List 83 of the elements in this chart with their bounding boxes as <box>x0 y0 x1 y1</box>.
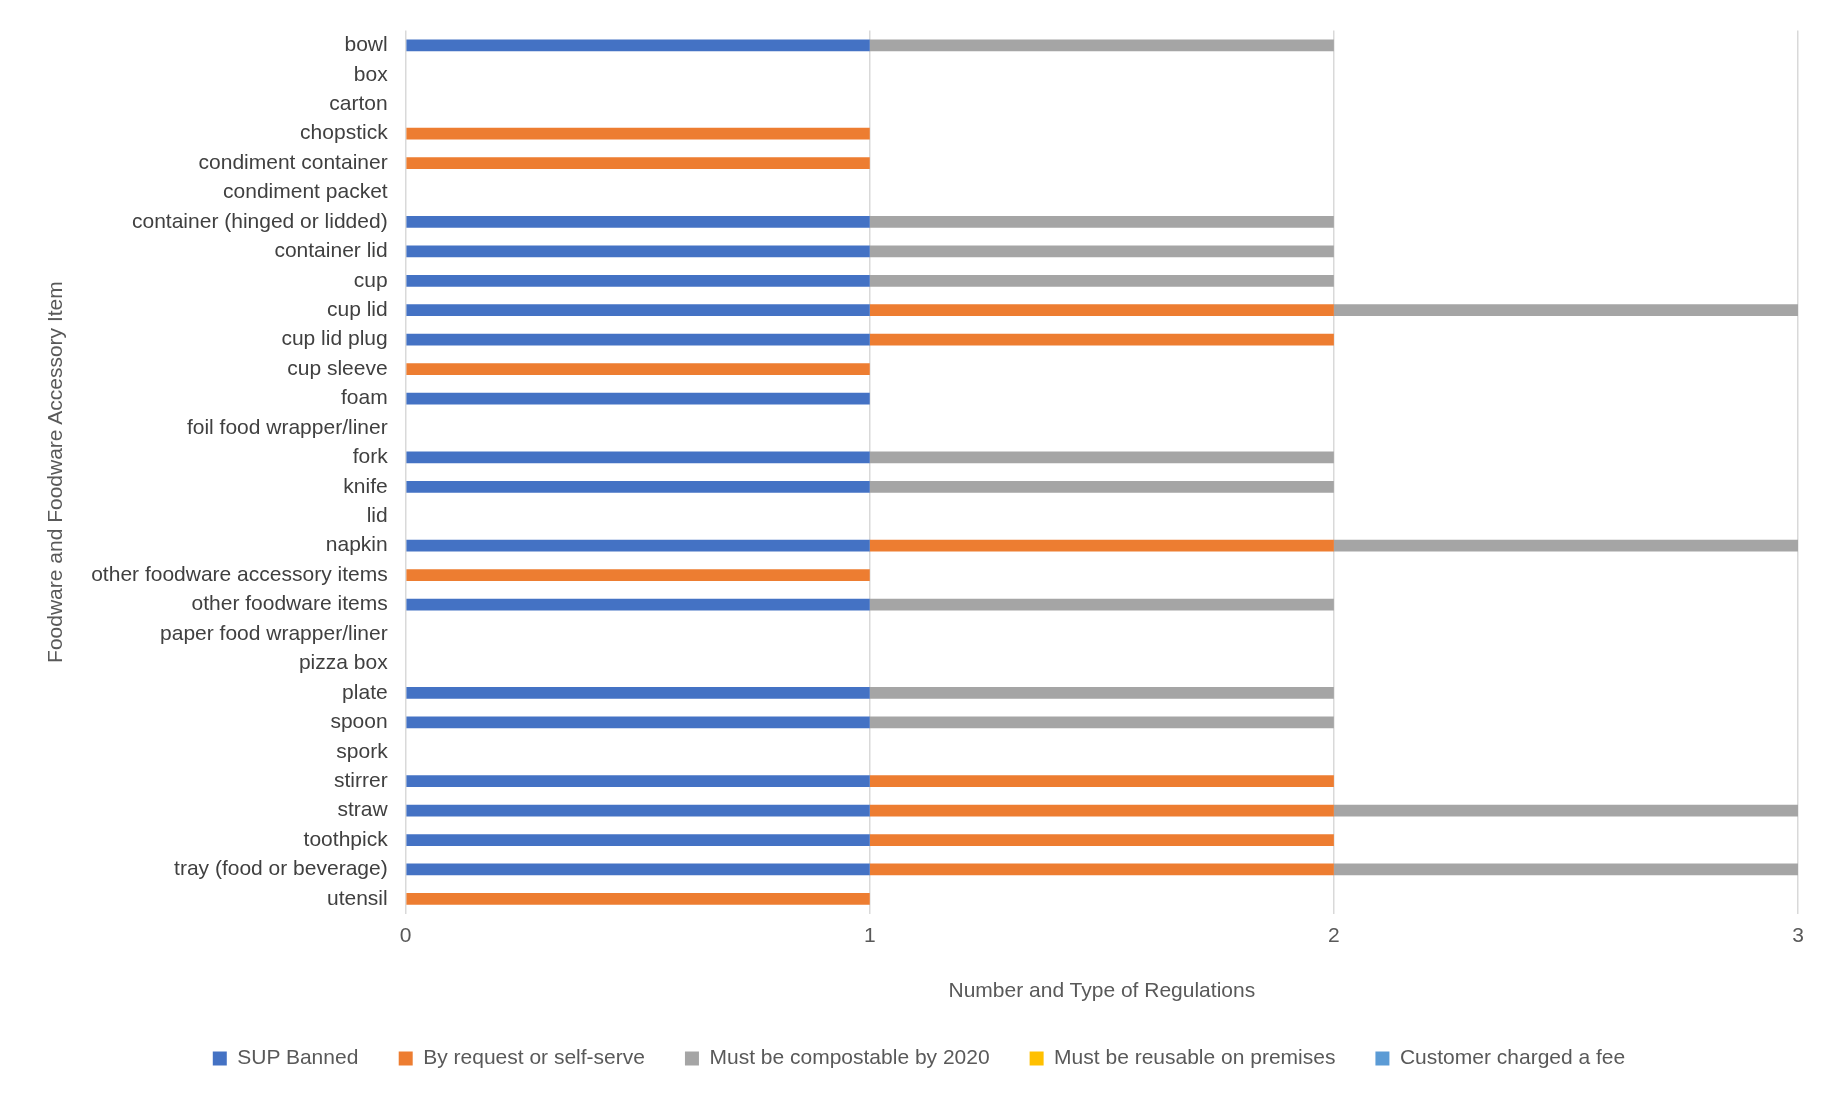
y-tick-label: other foodware items <box>191 591 388 615</box>
y-tick-label: container (hinged or lidded) <box>131 208 388 232</box>
x-tick-label: 2 <box>1328 923 1340 946</box>
y-tick-label: toothpick <box>303 826 389 850</box>
y-tick-label: other foodware accessory items <box>91 561 388 585</box>
y-tick-label: napkin <box>325 532 388 556</box>
y-tick-label: cup sleeve <box>287 355 388 379</box>
y-tick-label: bowl <box>344 32 388 56</box>
bar <box>869 304 1334 317</box>
legend-label: By request or self-serve <box>423 1045 645 1069</box>
y-tick-label: container lid <box>274 238 388 262</box>
bar <box>406 863 870 876</box>
bar <box>869 451 1334 464</box>
bar <box>406 274 870 287</box>
bar <box>406 451 870 464</box>
bar <box>406 304 870 317</box>
bar <box>406 569 870 581</box>
y-tick-label: carton <box>329 90 388 114</box>
y-tick-label: straw <box>337 797 389 821</box>
bar <box>1333 804 1798 817</box>
bar <box>406 893 870 905</box>
bar <box>406 157 870 169</box>
bar <box>406 480 870 493</box>
bar <box>869 716 1334 729</box>
legend-label: Must be reusable on premises <box>1054 1045 1336 1069</box>
bar <box>869 686 1334 699</box>
bar <box>869 775 1334 788</box>
bar <box>406 716 870 729</box>
bar <box>1333 863 1798 876</box>
bar <box>406 127 870 140</box>
bar <box>406 775 870 788</box>
y-tick-label: box <box>353 61 389 85</box>
bar <box>869 480 1334 493</box>
y-tick-label: spoon <box>330 709 388 733</box>
bar <box>406 686 870 699</box>
bar <box>869 834 1334 846</box>
legend-label: SUP Banned <box>237 1045 359 1069</box>
bar <box>406 363 870 375</box>
bar <box>869 333 1334 346</box>
bar <box>406 834 870 846</box>
y-tick-label: condiment container <box>198 149 388 173</box>
y-tick-label: pizza box <box>298 650 389 674</box>
bar <box>869 804 1334 817</box>
x-tick-label: 1 <box>863 923 876 946</box>
bar <box>1333 539 1798 552</box>
y-tick-label: chopstick <box>300 120 389 144</box>
y-tick-label: cup <box>353 267 388 291</box>
y-tick-label: knife <box>343 473 388 497</box>
bar <box>869 274 1334 287</box>
bar <box>869 245 1334 258</box>
y-tick-label: plate <box>342 679 388 703</box>
y-tick-label: condiment packet <box>223 179 388 203</box>
y-tick-label: tray (food or beverage) <box>174 856 388 880</box>
bar <box>869 39 1334 52</box>
y-tick-label: fork <box>352 444 389 468</box>
bar <box>869 216 1334 228</box>
bar <box>869 539 1334 552</box>
y-tick-label: stirrer <box>333 767 388 791</box>
bar <box>406 216 870 228</box>
legend-label: Customer charged a fee <box>1399 1045 1626 1069</box>
bar <box>406 392 870 405</box>
y-tick-label: foil food wrapper/liner <box>186 414 388 438</box>
bar <box>406 39 870 52</box>
y-axis-title: Foodware and Foodware Accessory Item <box>43 281 67 663</box>
bar <box>406 333 870 346</box>
y-tick-label: lid <box>366 503 388 527</box>
bar <box>869 598 1334 611</box>
y-tick-label: foam <box>340 385 388 409</box>
legend-label: Must be compostable by 2020 <box>709 1045 990 1069</box>
y-tick-label: cup lid plug <box>281 326 388 350</box>
bar <box>406 598 870 611</box>
x-tick-label: 0 <box>399 923 412 946</box>
y-tick-label: spork <box>336 738 389 762</box>
y-tick-label: cup lid <box>326 297 388 321</box>
y-tick-label: utensil <box>326 885 388 909</box>
bar <box>406 245 870 258</box>
bar <box>406 804 870 817</box>
x-axis-title: Number and Type of Regulations <box>948 978 1256 1002</box>
bar <box>1333 304 1798 317</box>
bar <box>869 863 1334 876</box>
x-tick-label: 3 <box>1792 923 1804 946</box>
y-tick-label: paper food wrapper/liner <box>160 620 388 644</box>
bar <box>406 539 870 552</box>
